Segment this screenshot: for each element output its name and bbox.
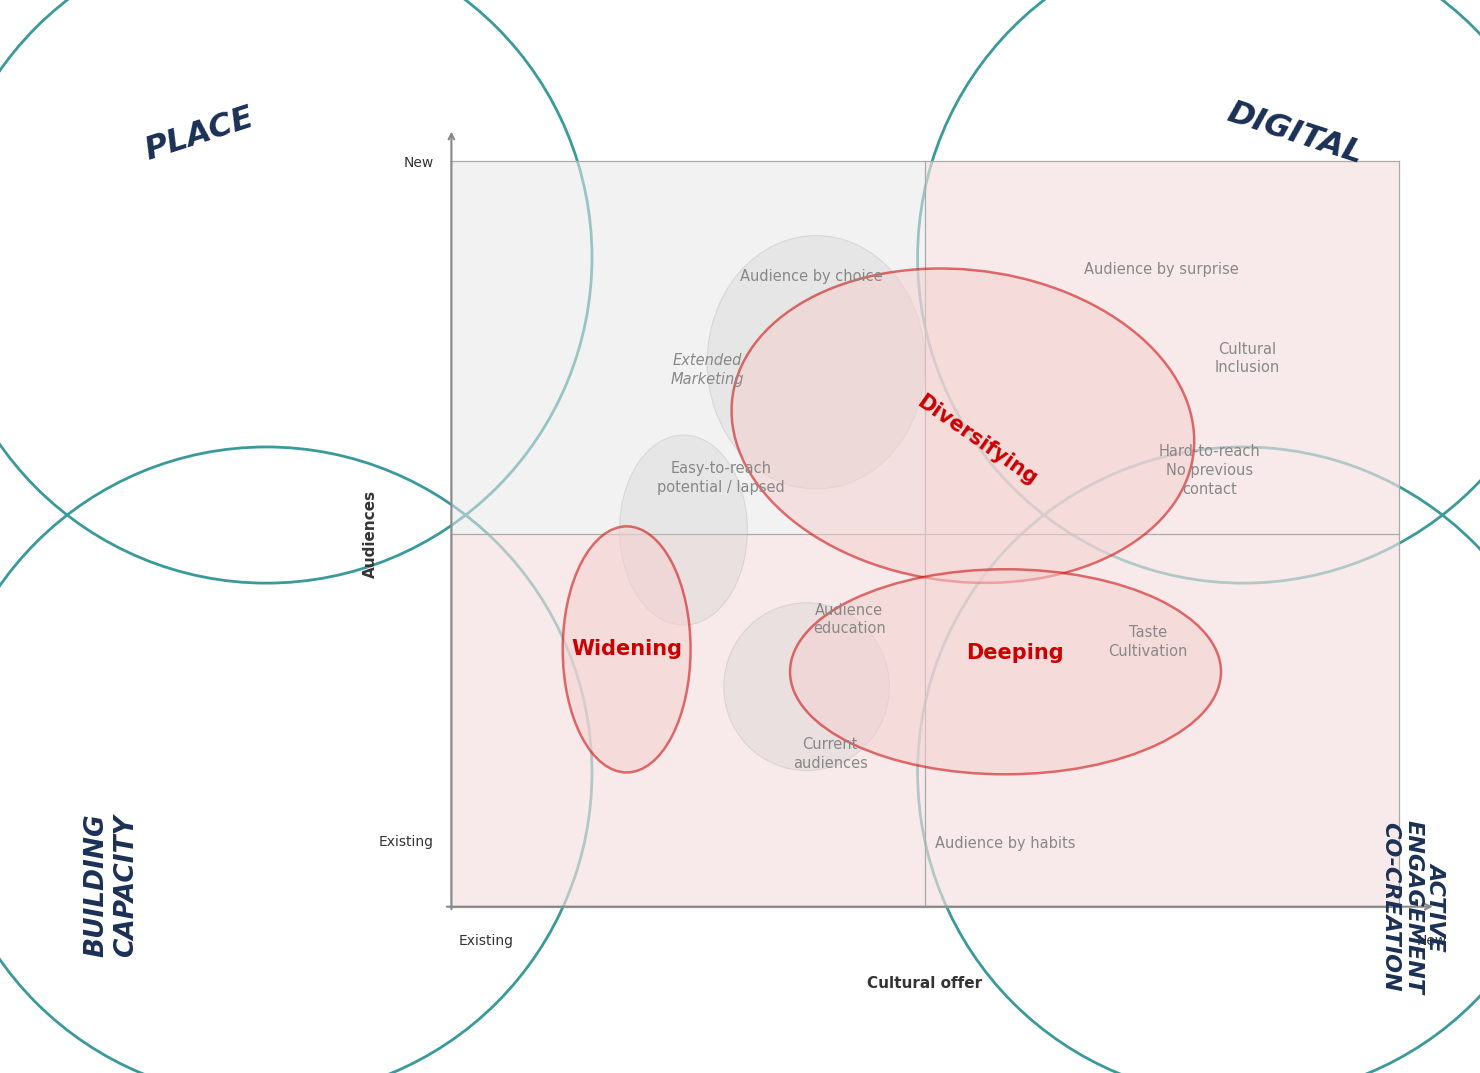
Bar (451, 161, 925, 534)
Text: Extended
Marketing: Extended Marketing (670, 353, 744, 386)
Text: Easy-to-reach
potential / lapsed: Easy-to-reach potential / lapsed (657, 461, 786, 495)
Ellipse shape (724, 603, 889, 770)
Ellipse shape (790, 570, 1221, 775)
Text: Audience
education: Audience education (813, 603, 885, 636)
Text: New: New (1416, 934, 1446, 947)
Text: PLACE: PLACE (141, 102, 259, 166)
Text: Taste
Cultivation: Taste Cultivation (1109, 626, 1187, 659)
Text: Cultural offer: Cultural offer (867, 976, 983, 991)
Text: Audience by choice: Audience by choice (740, 269, 882, 284)
Text: Audiences: Audiences (363, 489, 377, 578)
Text: DIGITAL: DIGITAL (1222, 98, 1368, 171)
Text: Existing: Existing (379, 835, 434, 850)
Ellipse shape (707, 236, 925, 489)
Bar (925, 161, 1399, 534)
Text: Cultural
Inclusion: Cultural Inclusion (1215, 342, 1280, 376)
Text: Hard-to-reach
No previous
contact: Hard-to-reach No previous contact (1159, 444, 1259, 497)
Ellipse shape (731, 268, 1194, 583)
Text: BUILDING
CAPACITY: BUILDING CAPACITY (83, 813, 139, 957)
Text: Existing: Existing (459, 934, 514, 947)
Bar (451, 534, 925, 907)
Text: New: New (404, 156, 434, 170)
Bar (925, 534, 1399, 907)
Text: Diversifying: Diversifying (913, 392, 1040, 489)
Text: Audience by surprise: Audience by surprise (1085, 262, 1239, 277)
Text: Current
audiences: Current audiences (793, 737, 867, 770)
Text: Deeping: Deeping (966, 643, 1064, 663)
Ellipse shape (620, 435, 747, 626)
Text: ACTIVE
ENGAGEMENT
CO-CREATION: ACTIVE ENGAGEMENT CO-CREATION (1381, 820, 1446, 994)
Ellipse shape (562, 527, 691, 773)
Text: Widening: Widening (571, 640, 682, 660)
Text: Audience by habits: Audience by habits (935, 836, 1076, 851)
